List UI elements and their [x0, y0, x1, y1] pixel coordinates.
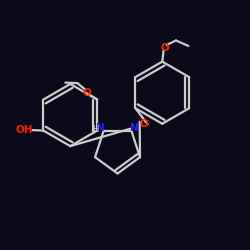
Text: O: O — [160, 43, 169, 53]
Text: OH: OH — [16, 124, 33, 134]
Text: H: H — [92, 125, 99, 134]
Text: N: N — [96, 123, 105, 133]
Text: O: O — [83, 88, 92, 98]
Text: N: N — [130, 123, 139, 133]
Text: O: O — [139, 119, 148, 129]
